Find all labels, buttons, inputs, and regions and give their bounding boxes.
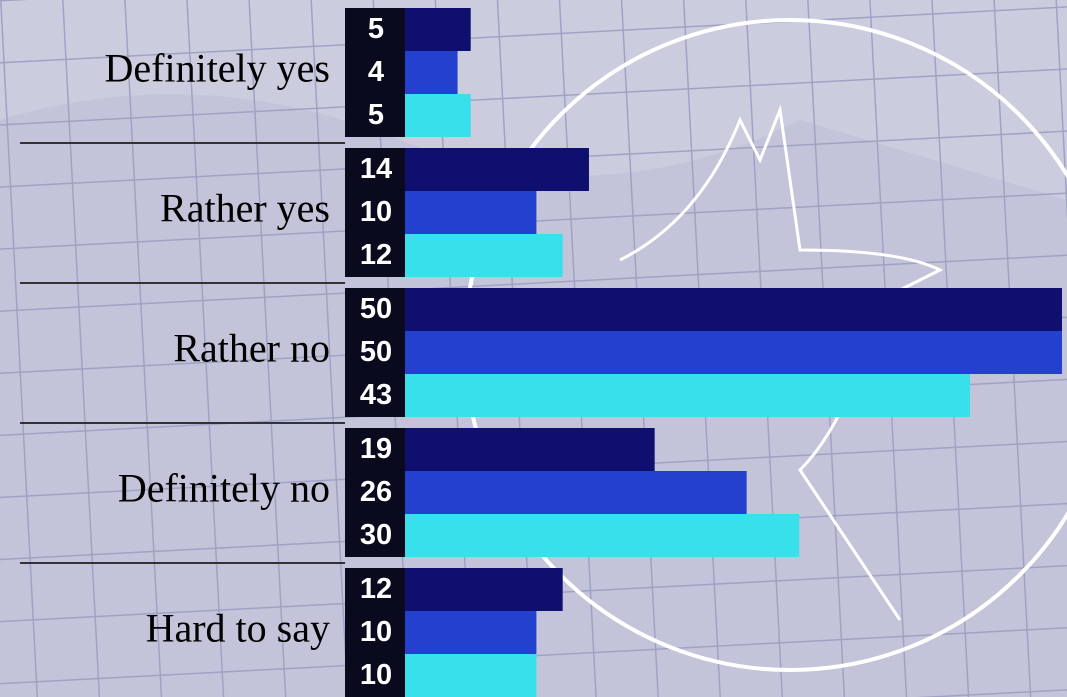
bar bbox=[405, 288, 1062, 331]
bar bbox=[405, 148, 589, 191]
value-label: 12 bbox=[360, 239, 392, 271]
bar bbox=[405, 374, 971, 417]
value-label: 26 bbox=[360, 476, 392, 508]
value-label: 5 bbox=[368, 13, 384, 45]
bar bbox=[405, 94, 471, 137]
value-label: 43 bbox=[360, 379, 392, 411]
bar bbox=[405, 611, 537, 654]
plot: Definitely yes 5 4 5 Rather yes 14 10 12 Rather … bbox=[20, 8, 1062, 697]
value-label: 14 bbox=[360, 153, 392, 185]
category-label: Rather yes bbox=[160, 186, 330, 231]
value-label: 30 bbox=[360, 519, 392, 551]
label-column bbox=[345, 8, 405, 137]
value-label: 4 bbox=[368, 56, 384, 88]
bar bbox=[405, 8, 471, 51]
emblem-bird bbox=[619, 104, 944, 621]
bar bbox=[405, 331, 1062, 374]
bar bbox=[405, 568, 563, 611]
bar bbox=[405, 654, 537, 697]
label-column bbox=[345, 148, 405, 277]
category-label: Rather no bbox=[173, 326, 330, 371]
label-column bbox=[345, 428, 405, 557]
bar bbox=[405, 191, 537, 234]
bar bbox=[405, 471, 747, 514]
value-label: 10 bbox=[360, 659, 392, 691]
category-label: Definitely yes bbox=[105, 46, 331, 91]
value-label: 5 bbox=[368, 99, 384, 131]
label-column bbox=[345, 288, 405, 417]
value-label: 50 bbox=[360, 336, 392, 368]
category-label: Definitely no bbox=[118, 466, 330, 511]
bar bbox=[405, 514, 800, 557]
bar bbox=[405, 234, 563, 277]
value-label: 50 bbox=[360, 293, 392, 325]
value-label: 10 bbox=[360, 196, 392, 228]
category-label: Hard to say bbox=[146, 606, 330, 651]
bar bbox=[405, 51, 458, 94]
label-column bbox=[345, 568, 405, 697]
value-label: 10 bbox=[360, 616, 392, 648]
bar bbox=[405, 428, 655, 471]
value-label: 19 bbox=[360, 433, 392, 465]
value-label: 12 bbox=[360, 573, 392, 605]
